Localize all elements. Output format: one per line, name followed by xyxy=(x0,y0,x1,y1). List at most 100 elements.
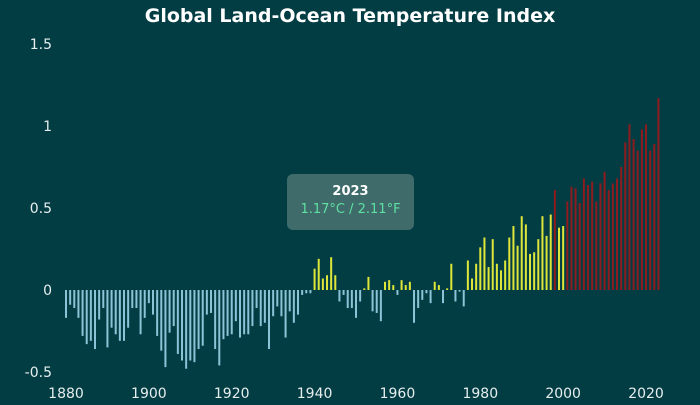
bar-2019[interactable] xyxy=(640,129,643,290)
bar-1909[interactable] xyxy=(185,290,188,369)
bar-1894[interactable] xyxy=(123,290,126,341)
bar-2007[interactable] xyxy=(591,181,594,290)
bar-1955[interactable] xyxy=(375,290,378,313)
bar-1930[interactable] xyxy=(272,290,275,317)
bar-1925[interactable] xyxy=(251,290,254,327)
bar-2020[interactable] xyxy=(645,124,648,290)
bar-1967[interactable] xyxy=(425,290,428,294)
bar-1882[interactable] xyxy=(73,290,76,309)
bar-2005[interactable] xyxy=(582,178,585,290)
bar-1916[interactable] xyxy=(214,290,217,350)
bar-1933[interactable] xyxy=(284,290,287,338)
bar-1968[interactable] xyxy=(429,290,432,304)
bar-1898[interactable] xyxy=(139,290,142,335)
bar-2000[interactable] xyxy=(562,226,565,290)
bar-1886[interactable] xyxy=(89,290,92,341)
bar-1988[interactable] xyxy=(512,226,515,290)
bar-1977[interactable] xyxy=(466,260,469,290)
bar-1936[interactable] xyxy=(297,290,300,315)
bar-2012[interactable] xyxy=(611,183,614,290)
bar-1921[interactable] xyxy=(234,290,237,322)
bar-1903[interactable] xyxy=(160,290,163,351)
bar-1913[interactable] xyxy=(201,290,204,346)
bar-1888[interactable] xyxy=(98,290,101,320)
bar-2010[interactable] xyxy=(603,171,606,290)
bar-1908[interactable] xyxy=(181,290,184,361)
bar-1980[interactable] xyxy=(479,247,482,290)
bar-1987[interactable] xyxy=(508,237,511,290)
bar-1972[interactable] xyxy=(446,288,449,290)
bar-2021[interactable] xyxy=(649,150,652,290)
bar-1974[interactable] xyxy=(454,290,457,302)
bar-1944[interactable] xyxy=(330,257,333,290)
bar-1884[interactable] xyxy=(81,290,84,336)
bar-1984[interactable] xyxy=(495,263,498,290)
bar-1919[interactable] xyxy=(226,290,229,336)
bar-1940[interactable] xyxy=(313,268,316,290)
bar-1918[interactable] xyxy=(222,290,225,340)
bar-1911[interactable] xyxy=(193,290,196,363)
bar-2016[interactable] xyxy=(628,124,631,290)
bar-1956[interactable] xyxy=(379,290,382,322)
bar-1899[interactable] xyxy=(143,290,146,318)
bar-1889[interactable] xyxy=(102,290,105,309)
bar-1922[interactable] xyxy=(239,290,242,338)
bar-1902[interactable] xyxy=(156,290,159,336)
bar-1892[interactable] xyxy=(114,290,117,335)
bar-1896[interactable] xyxy=(131,290,134,309)
bar-1912[interactable] xyxy=(197,290,200,350)
bar-1960[interactable] xyxy=(396,290,399,295)
bar-2002[interactable] xyxy=(570,186,573,290)
bar-1986[interactable] xyxy=(504,260,507,290)
bar-1978[interactable] xyxy=(471,278,474,290)
bar-1953[interactable] xyxy=(367,276,370,290)
bar-1991[interactable] xyxy=(524,224,527,290)
bar-1981[interactable] xyxy=(483,237,486,290)
bar-1970[interactable] xyxy=(437,285,440,290)
bar-1910[interactable] xyxy=(189,290,192,361)
bar-1900[interactable] xyxy=(147,290,150,304)
bar-1979[interactable] xyxy=(475,263,478,290)
bar-1954[interactable] xyxy=(371,290,374,312)
bar-1929[interactable] xyxy=(268,290,271,350)
bar-1966[interactable] xyxy=(421,290,424,300)
bar-1969[interactable] xyxy=(433,281,436,290)
bar-1887[interactable] xyxy=(94,290,97,350)
bar-1915[interactable] xyxy=(210,290,213,313)
bar-1938[interactable] xyxy=(305,290,308,294)
bar-1926[interactable] xyxy=(255,290,258,309)
bar-1958[interactable] xyxy=(388,280,391,290)
bar-1917[interactable] xyxy=(218,290,221,366)
bar-1920[interactable] xyxy=(230,290,233,335)
bar-2013[interactable] xyxy=(616,178,619,290)
bar-1907[interactable] xyxy=(176,290,179,354)
bar-1885[interactable] xyxy=(85,290,88,345)
bar-1982[interactable] xyxy=(487,267,490,290)
bar-1931[interactable] xyxy=(276,290,279,307)
bar-1983[interactable] xyxy=(491,239,494,290)
bar-1965[interactable] xyxy=(417,290,420,309)
bar-1937[interactable] xyxy=(301,290,304,295)
bar-2009[interactable] xyxy=(599,183,602,290)
bar-1904[interactable] xyxy=(164,290,167,368)
bar-1901[interactable] xyxy=(152,290,155,315)
bar-1891[interactable] xyxy=(110,290,113,328)
bar-2023[interactable] xyxy=(657,98,660,291)
bar-1927[interactable] xyxy=(259,290,262,327)
bar-1948[interactable] xyxy=(346,290,349,309)
bar-2008[interactable] xyxy=(595,201,598,290)
bar-1923[interactable] xyxy=(243,290,246,335)
bar-1961[interactable] xyxy=(400,280,403,290)
bar-1893[interactable] xyxy=(118,290,121,341)
bar-2015[interactable] xyxy=(624,142,627,290)
bar-1947[interactable] xyxy=(342,290,345,295)
bar-1990[interactable] xyxy=(520,216,523,290)
bar-1934[interactable] xyxy=(288,290,291,312)
bar-1962[interactable] xyxy=(404,285,407,290)
bar-1975[interactable] xyxy=(458,290,461,292)
bar-1996[interactable] xyxy=(545,235,548,290)
bar-1952[interactable] xyxy=(363,288,366,290)
bar-1976[interactable] xyxy=(462,290,465,307)
bar-1939[interactable] xyxy=(309,290,312,294)
bar-1995[interactable] xyxy=(541,216,544,290)
